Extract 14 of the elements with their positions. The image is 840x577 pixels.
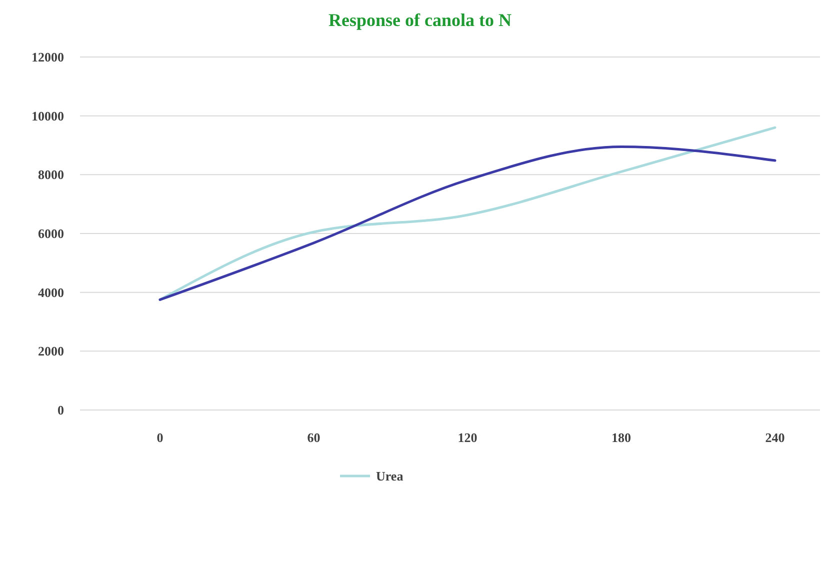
y-tick-label: 8000: [38, 167, 64, 182]
y-tick-label: 12000: [32, 50, 64, 65]
legend-label: Urea: [376, 468, 404, 484]
y-tick-label: 2000: [38, 344, 64, 359]
y-tick-label: 4000: [38, 284, 64, 300]
x-tick-label: 60: [307, 430, 320, 445]
x-tick-label: 120: [458, 430, 478, 445]
x-tick-label: 180: [612, 430, 631, 445]
chart-title: Response of canola to N: [328, 10, 512, 30]
y-tick-label: 6000: [38, 226, 64, 242]
y-tick-label: 0: [58, 402, 64, 418]
x-tick-label: 240: [765, 430, 785, 445]
y-tick-label: 10000: [32, 108, 64, 124]
x-tick-label: 0: [156, 430, 164, 445]
